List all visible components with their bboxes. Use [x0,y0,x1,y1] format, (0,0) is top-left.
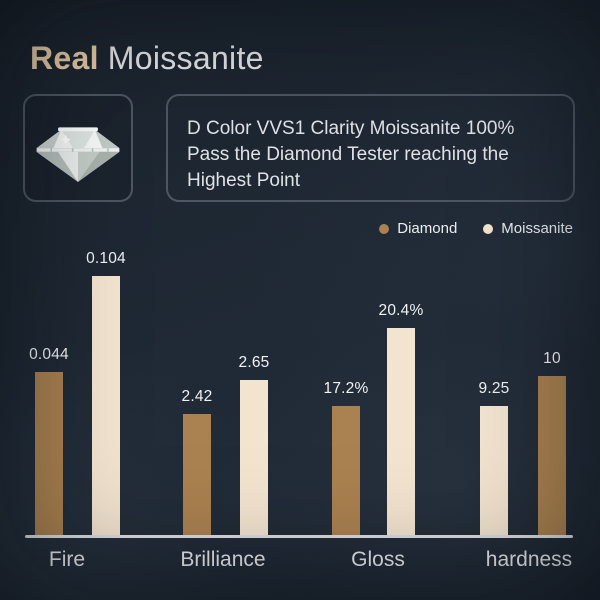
category-label-fire: Fire [48,548,86,571]
title-regular-part: Moissanite [107,40,264,76]
category-label-hardness: hardness [485,548,573,571]
bar-hardness-moissanite [480,406,508,535]
title-bold-part: Real [30,40,99,76]
legend-item-moissanite: Moissanite [483,220,573,237]
description-box: D Color VVS1 Clarity Moissanite 100% Pas… [166,94,575,202]
chart-legend: Diamond Moissanite [379,220,573,237]
legend-label-diamond: Diamond [397,220,458,237]
bar-fire-moissanite [92,276,120,535]
description-line-3: Highest Point [187,170,301,191]
bar-value-label-hardness-diamond: 10 [543,350,561,367]
bar-hardness-diamond [538,376,566,535]
bar-value-label-gloss-moissanite: 20.4% [378,302,424,319]
diamond-image-box [23,94,133,202]
legend-label-moissanite: Moissanite [501,220,573,237]
bar-gloss-moissanite [387,328,415,535]
legend-item-diamond: Diamond [379,220,457,237]
diamond-icon [36,127,120,182]
bar-value-label-fire-diamond: 0.044 [29,346,69,363]
description-line-1: D Color VVS1 Clarity Moissanite 100% [187,118,515,139]
category-label-brilliance: Brilliance [180,548,266,571]
diamond-legend-dot-icon [379,223,390,234]
bar-value-label-gloss-diamond: 17.2% [323,380,369,397]
description-line-2: Pass the Diamond Tester reaching the [187,144,509,165]
moissanite-legend-dot-icon [483,223,494,234]
bar-brilliance-moissanite [240,380,268,535]
bar-value-label-hardness-moissanite: 9.25 [478,380,510,397]
category-label-gloss: Gloss [351,548,405,571]
bar-value-label-fire-moissanite: 0.104 [86,250,126,267]
bar-brilliance-diamond [183,414,211,535]
bar-value-label-brilliance-moissanite: 2.65 [238,354,270,371]
bar-fire-diamond [35,372,63,535]
x-axis-line [25,535,573,538]
page-title: Real Moissanite [30,40,264,77]
bar-gloss-diamond [332,406,360,535]
bar-value-label-brilliance-diamond: 2.42 [181,388,213,405]
